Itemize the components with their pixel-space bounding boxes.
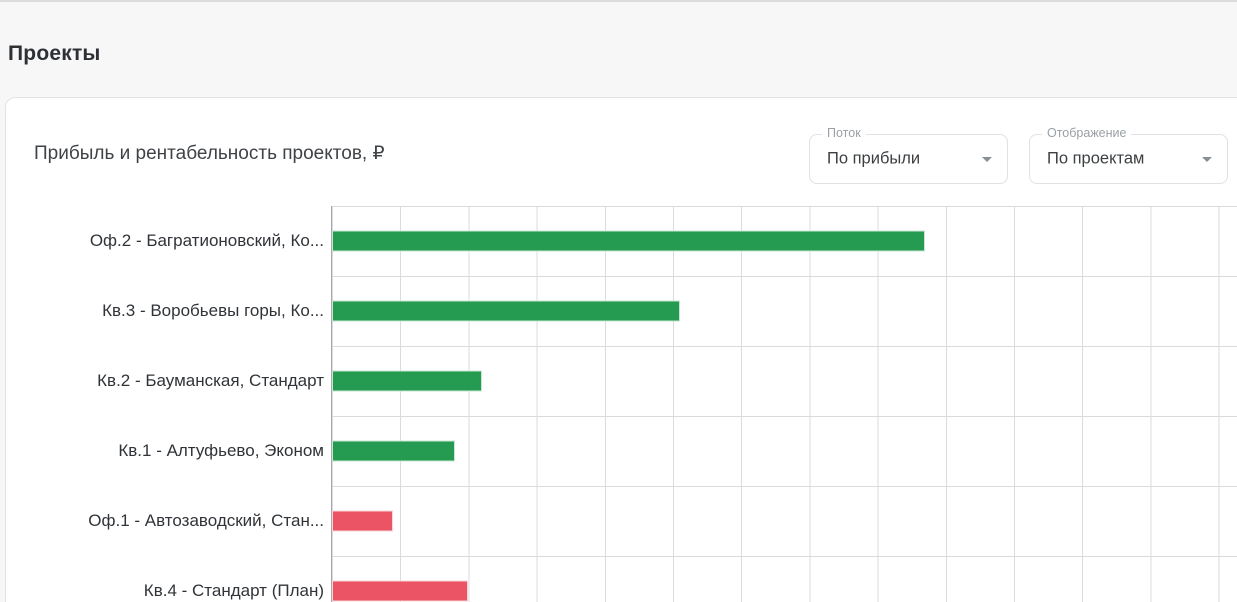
bar-chart: Оф.2 - Багратионовский, Ко... Кв.3 - Воро… [6, 206, 1237, 602]
category-label: Оф.1 - Автозаводский, Стан... [88, 511, 324, 530]
profit-bar[interactable] [332, 230, 925, 252]
chart-rows: Оф.2 - Багратионовский, Ко... Кв.3 - Воро… [6, 206, 1237, 602]
profit-bar[interactable] [332, 300, 680, 322]
chevron-down-icon [982, 157, 992, 162]
plot-grid [331, 206, 1237, 602]
display-select-value: По проектам [1047, 149, 1145, 168]
category-label: Кв.1 - Алтуфьево, Эконом [118, 441, 324, 460]
profit-bar[interactable] [332, 580, 468, 602]
display-select-label: Отображение [1042, 126, 1132, 140]
category-label: Кв.3 - Воробьевы горы, Ко... [102, 301, 324, 320]
chart-row: Кв.2 - Бауманская, Стандарт [6, 346, 1237, 416]
chart-row: Кв.3 - Воробьевы горы, Ко... [6, 276, 1237, 346]
chevron-down-icon [1202, 157, 1212, 162]
chart-row: Оф.1 - Автозаводский, Стан... [6, 486, 1237, 556]
flow-select-label: Поток [822, 126, 866, 140]
flow-select[interactable]: Поток По прибыли [809, 126, 1008, 184]
category-label: Оф.2 - Багратионовский, Ко... [89, 231, 324, 250]
category-label: Кв.4 - Стандарт (План) [143, 581, 324, 600]
profit-bar[interactable] [332, 510, 393, 532]
flow-select-value: По прибыли [827, 149, 921, 168]
chart-row: Оф.2 - Багратионовский, Ко... [6, 206, 1237, 276]
chart-row: Кв.1 - Алтуфьево, Эконом [6, 416, 1237, 486]
category-label: Кв.2 - Бауманская, Стандарт [97, 371, 324, 390]
top-divider [0, 0, 1237, 2]
profit-bar[interactable] [332, 440, 455, 462]
chart-card: Прибыль и рентабельность проектов, ₽ Пот… [5, 97, 1237, 602]
chart-title: Прибыль и рентабельность проектов, ₽ [34, 143, 385, 164]
display-select[interactable]: Отображение По проектам [1029, 126, 1228, 184]
profit-bar[interactable] [332, 370, 482, 392]
page-title: Проекты [8, 42, 101, 65]
chart-row: Кв.4 - Стандарт (План) [6, 556, 1237, 602]
